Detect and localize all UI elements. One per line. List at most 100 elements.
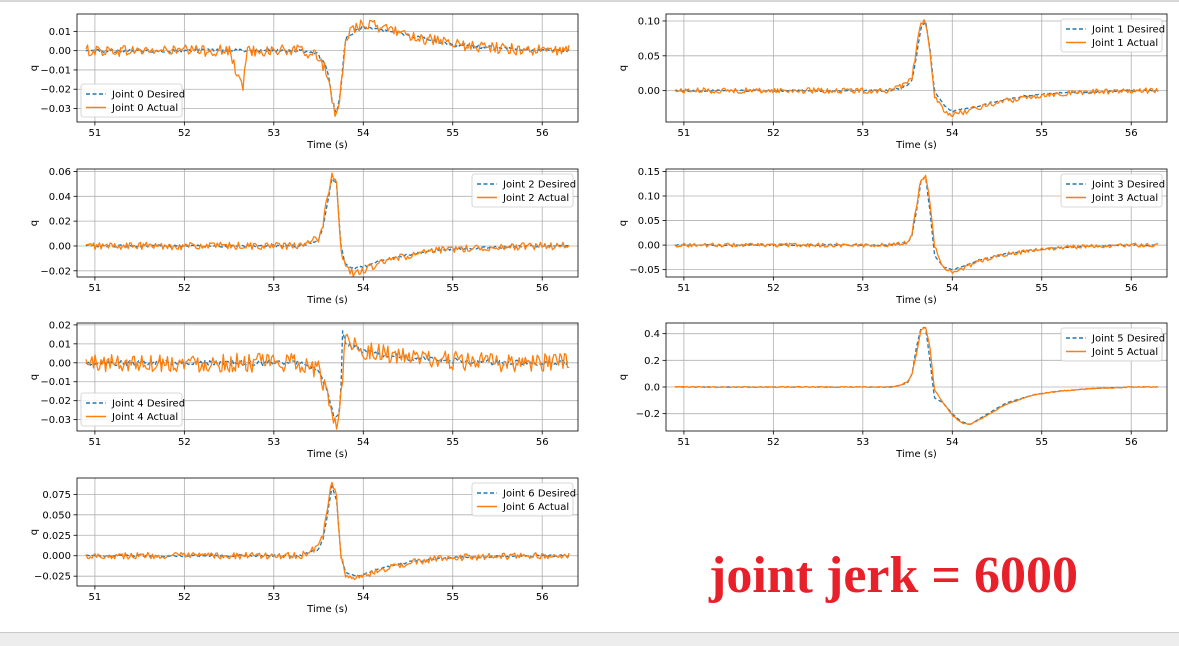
y-tick-label: 0.2 bbox=[644, 356, 660, 367]
y-tick-label: 0.00 bbox=[49, 358, 71, 369]
y-axis-label: q bbox=[29, 220, 40, 226]
x-tick-label: 51 bbox=[678, 283, 691, 294]
y-tick-label: 0.04 bbox=[49, 192, 71, 203]
legend-box bbox=[1060, 327, 1163, 362]
y-tick-label: −0.025 bbox=[34, 572, 71, 583]
joint-3-chart: 51 52 53 54 55 56 0.15 0.10 0.05 0.00 −0.05 Time (s… bbox=[618, 167, 1168, 306]
legend-label: Joint 6 Actual bbox=[502, 502, 569, 513]
x-tick-label: 55 bbox=[446, 592, 459, 603]
y-tick-label: 0.06 bbox=[49, 167, 71, 178]
bottom-scroll-bar bbox=[0, 632, 1179, 646]
x-tick-label: 52 bbox=[178, 283, 191, 294]
x-tick-label: 52 bbox=[767, 437, 780, 448]
legend: Joint 3 Desired Joint 3 Actual bbox=[1060, 173, 1165, 208]
legend-label: Joint 6 Desired bbox=[502, 489, 576, 500]
legend-label: Joint 0 Desired bbox=[111, 90, 185, 101]
legend-label: Joint 3 Actual bbox=[1091, 193, 1158, 204]
top-border bbox=[0, 0, 1179, 2]
x-tick-label: 56 bbox=[1125, 437, 1138, 448]
x-axis-label: Time (s) bbox=[895, 449, 937, 460]
legend-box bbox=[80, 83, 183, 118]
x-tick-label: 54 bbox=[357, 437, 370, 448]
x-tick-label: 56 bbox=[536, 592, 549, 603]
x-tick-label: 54 bbox=[946, 283, 959, 294]
x-axis-label: Time (s) bbox=[895, 295, 937, 306]
x-axis-label: Time (s) bbox=[306, 604, 348, 615]
joint-4-actual-series bbox=[85, 333, 570, 430]
y-tick-label: 0.000 bbox=[42, 551, 71, 562]
x-tick-label: 51 bbox=[678, 128, 691, 139]
legend-box bbox=[1060, 173, 1163, 208]
plot-frame bbox=[76, 168, 579, 278]
x-axis-label: Time (s) bbox=[306, 295, 348, 306]
joint-0-chart: 51 52 53 54 55 56 0.01 0.00 −0.01 −0.02 −0.03 Time … bbox=[29, 13, 579, 151]
x-tick-label: 55 bbox=[1035, 437, 1048, 448]
x-tick-label: 54 bbox=[946, 437, 959, 448]
joint-trajectory-figure: 51 52 53 54 55 56 0.01 0.00 −0.01 −0.02 −0.03 Time … bbox=[29, 13, 1168, 615]
legend-label: Joint 4 Actual bbox=[111, 412, 178, 423]
y-tick-label: −0.05 bbox=[629, 265, 660, 276]
plot-frame bbox=[76, 322, 579, 432]
x-tick-label: 55 bbox=[446, 437, 459, 448]
legend: Joint 4 Desired Joint 4 Actual bbox=[80, 392, 185, 427]
y-tick-label: 0.4 bbox=[644, 329, 660, 340]
x-tick-label: 53 bbox=[267, 128, 280, 139]
x-tick-label: 51 bbox=[89, 128, 102, 139]
legend-box bbox=[1060, 18, 1163, 53]
y-tick-label: 0.0 bbox=[644, 383, 660, 394]
legend-box bbox=[80, 392, 183, 427]
legend: Joint 5 Desired Joint 5 Actual bbox=[1060, 327, 1165, 362]
y-tick-label: 0.15 bbox=[638, 167, 660, 178]
legend: Joint 6 Desired Joint 6 Actual bbox=[471, 482, 576, 517]
y-tick-label: 0.00 bbox=[49, 241, 71, 252]
y-tick-label: 0.05 bbox=[638, 51, 660, 62]
joint-1-desired-series bbox=[674, 20, 1159, 113]
y-tick-label: 0.01 bbox=[49, 339, 71, 350]
y-tick-label: −0.01 bbox=[40, 377, 71, 388]
x-tick-label: 56 bbox=[536, 437, 549, 448]
y-axis-label: q bbox=[29, 529, 40, 535]
x-tick-label: 52 bbox=[178, 592, 191, 603]
x-tick-label: 55 bbox=[446, 128, 459, 139]
joint-5-actual-series bbox=[674, 326, 1159, 426]
joint-0-desired-series bbox=[85, 25, 570, 114]
x-axis-label: Time (s) bbox=[306, 140, 348, 151]
y-tick-label: 0.025 bbox=[42, 531, 71, 542]
y-tick-label: 0.00 bbox=[638, 86, 660, 97]
y-axis-label: q bbox=[618, 374, 629, 380]
y-tick-label: 0.01 bbox=[49, 27, 71, 38]
x-tick-label: 53 bbox=[856, 283, 869, 294]
x-tick-label: 52 bbox=[767, 128, 780, 139]
legend: Joint 2 Desired Joint 2 Actual bbox=[471, 173, 576, 208]
x-tick-label: 51 bbox=[678, 437, 691, 448]
y-tick-label: −0.2 bbox=[636, 409, 660, 420]
x-tick-label: 53 bbox=[267, 592, 280, 603]
x-tick-label: 53 bbox=[856, 128, 869, 139]
y-tick-label: −0.02 bbox=[40, 396, 71, 407]
joint-4-chart: 51 52 53 54 55 56 0.02 0.01 0.00 −0.01 −0.02 −0.03 T… bbox=[29, 320, 579, 460]
x-tick-label: 51 bbox=[89, 437, 102, 448]
legend: Joint 0 Desired Joint 0 Actual bbox=[80, 83, 185, 118]
legend-label: Joint 5 Desired bbox=[1091, 334, 1165, 345]
legend-label: Joint 0 Actual bbox=[111, 103, 178, 114]
y-tick-label: 0.02 bbox=[49, 320, 71, 331]
legend-label: Joint 2 Desired bbox=[502, 180, 576, 191]
x-tick-label: 53 bbox=[267, 283, 280, 294]
legend-label: Joint 3 Desired bbox=[1091, 180, 1165, 191]
y-tick-label: 0.10 bbox=[638, 16, 660, 27]
x-tick-label: 54 bbox=[357, 592, 370, 603]
y-axis-label: q bbox=[29, 65, 40, 71]
joint-jerk-annotation: joint jerk = 6000 bbox=[709, 547, 1079, 604]
y-axis-label: q bbox=[618, 65, 629, 71]
legend-label: Joint 1 Desired bbox=[1091, 25, 1165, 36]
x-tick-label: 56 bbox=[536, 283, 549, 294]
plot-frame bbox=[665, 13, 1168, 123]
plot-frame bbox=[76, 13, 579, 123]
plot-frame bbox=[665, 168, 1168, 278]
joint-2-actual-series bbox=[85, 172, 570, 277]
y-tick-label: 0.02 bbox=[49, 217, 71, 228]
x-tick-label: 56 bbox=[1125, 283, 1138, 294]
y-tick-label: 0.00 bbox=[638, 241, 660, 252]
x-tick-label: 54 bbox=[357, 128, 370, 139]
plot-frame bbox=[665, 322, 1168, 432]
